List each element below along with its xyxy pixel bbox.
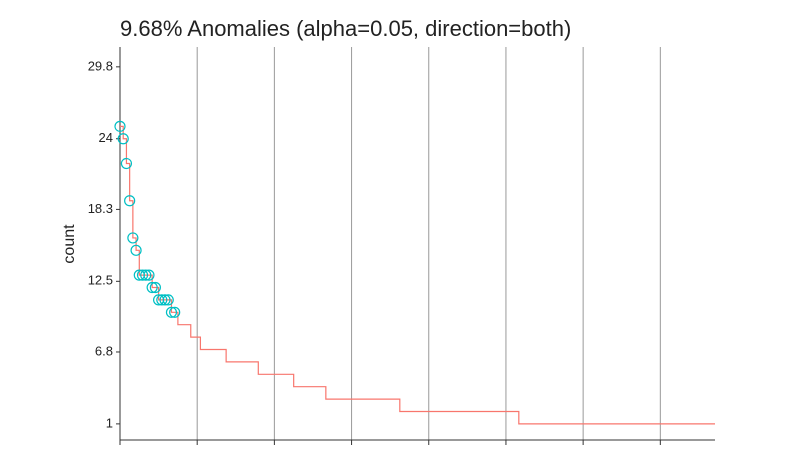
anomaly-point (124, 195, 136, 207)
y-tick-label: 1 (106, 415, 113, 430)
anomaly-point (146, 281, 158, 294)
y-axis-label: count (61, 224, 78, 264)
anomaly-point (149, 281, 161, 294)
anomaly-point (130, 244, 142, 256)
anomaly-point (162, 294, 174, 306)
anomaly-point (117, 133, 129, 145)
anomaly-point (143, 269, 155, 281)
anomaly-point (136, 269, 149, 281)
anomaly-point (159, 294, 171, 306)
anomaly-point (127, 232, 139, 244)
data-line (120, 125, 715, 425)
y-tick-label: 12.5 (88, 273, 113, 288)
y-tick-label: 24 (99, 130, 113, 145)
anomaly-point (114, 120, 126, 132)
anomaly-point (120, 157, 133, 170)
chart-title: 9.68% Anomalies (alpha=0.05, direction=b… (120, 16, 571, 41)
y-tick-label: 18.3 (88, 201, 113, 216)
y-tick-label: 6.8 (95, 343, 113, 358)
anomaly-point (140, 269, 152, 281)
y-tick-label: 29.8 (88, 58, 113, 73)
anomaly-point (169, 306, 181, 318)
anomaly-point (165, 306, 178, 318)
anomaly-point (156, 294, 168, 306)
